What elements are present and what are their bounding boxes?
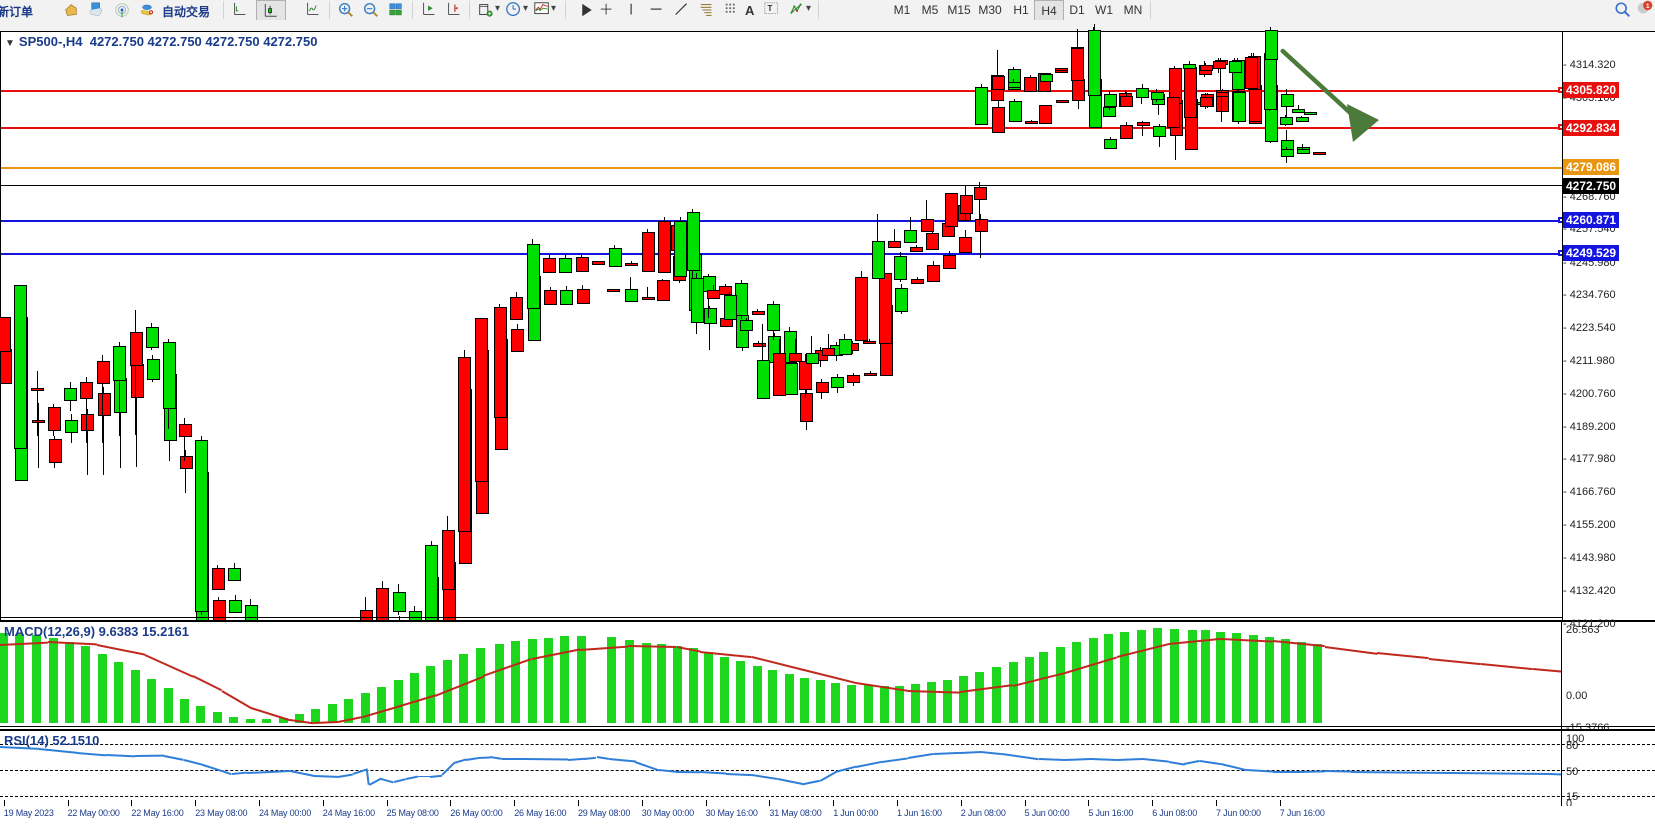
- svg-text:T: T: [768, 4, 773, 13]
- svg-text:1: 1: [1646, 3, 1650, 10]
